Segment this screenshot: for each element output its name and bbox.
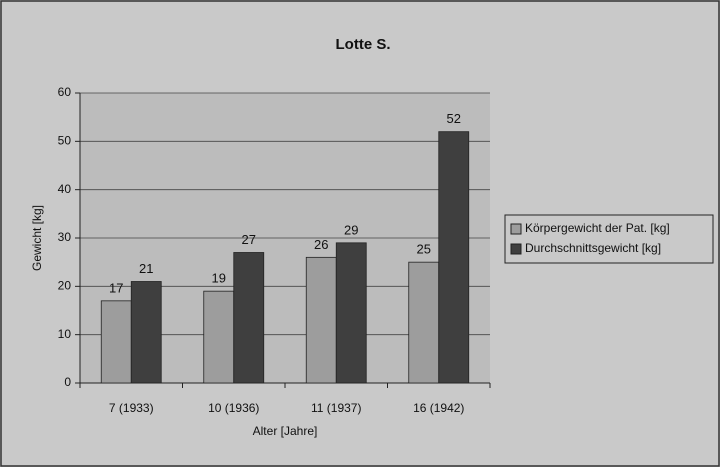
data-label: 26 [314,237,328,252]
bar [130,281,162,384]
legend-label: Körpergewicht der Pat. [kg] [525,221,670,235]
x-tick-label: 16 (1942) [413,401,464,415]
data-label: 29 [344,222,358,237]
legend-label: Durchschnittsgewicht [kg] [525,241,661,255]
bar [100,300,132,384]
bar [203,290,235,384]
legend-swatch [510,243,522,255]
y-tick-label: 30 [58,230,72,244]
bar [408,261,440,384]
x-axis-title: Alter [Jahre] [253,424,318,438]
bar [233,252,265,384]
y-tick-label: 40 [58,182,72,196]
legend-box [504,214,714,264]
x-tick-label: 7 (1933) [109,401,154,415]
data-label: 52 [447,111,461,126]
y-tick-label: 50 [58,134,72,148]
bar [335,242,367,384]
data-label: 27 [242,232,256,247]
data-label: 17 [109,280,123,295]
data-label: 21 [139,261,153,276]
y-tick-label: 0 [64,375,71,389]
x-tick-label: 11 (1937) [311,401,361,415]
y-axis-title: Gewicht [kg] [30,205,44,271]
y-tick-label: 20 [58,279,72,293]
y-tick-label: 60 [58,85,72,99]
legend-swatch [510,223,522,235]
x-tick-label: 10 (1936) [208,401,259,415]
chart-title: Lotte S. [336,36,391,53]
data-label: 19 [212,271,226,286]
bar [305,256,337,384]
data-label: 25 [417,242,431,257]
y-tick-label: 10 [58,327,72,341]
bar [438,131,470,384]
